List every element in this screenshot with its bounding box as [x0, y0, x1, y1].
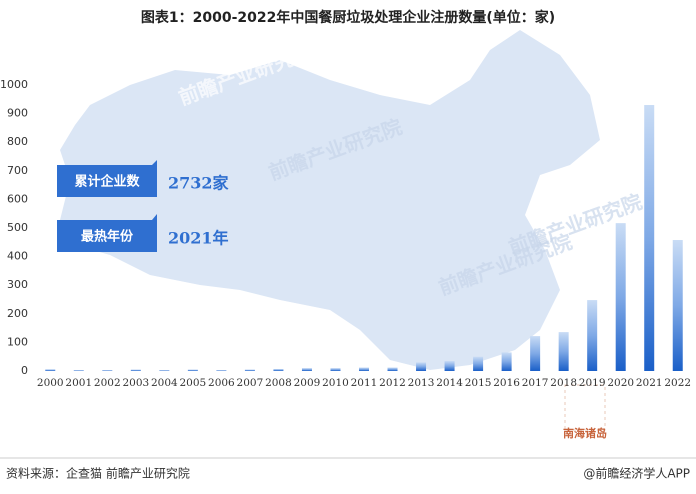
callout-value: 2732家 [168, 174, 230, 193]
callout-label: 最热年份 [81, 229, 134, 245]
bar [587, 300, 598, 371]
x-tick-label: 2021 [636, 377, 663, 389]
y-tick-label: 600 [7, 192, 28, 205]
bar [444, 360, 455, 371]
x-tick-label: 2015 [465, 377, 492, 389]
x-tick-label: 2010 [322, 377, 349, 389]
x-tick-label: 2012 [379, 377, 406, 389]
bar [159, 370, 170, 371]
y-tick-label: 0 [21, 364, 28, 377]
y-tick-label: 100 [7, 335, 28, 348]
y-tick-label: 800 [7, 135, 28, 148]
x-tick-label: 2018 [550, 377, 577, 389]
chart-title: 图表1：2000-2022年中国餐厨垃圾处理企业注册数量(单位：家) [141, 9, 555, 26]
x-tick-label: 2009 [294, 377, 321, 389]
y-tick-label: 200 [7, 307, 28, 320]
bar [387, 367, 398, 371]
x-tick-label: 2014 [436, 377, 463, 389]
bar [273, 368, 284, 371]
x-tick-label: 2002 [94, 377, 121, 389]
x-tick-label: 2007 [237, 377, 264, 389]
x-tick-label: 2004 [151, 377, 178, 389]
x-tick-label: 2013 [408, 377, 435, 389]
bar [330, 368, 341, 371]
bar [102, 370, 113, 371]
callout-ribbon [57, 160, 157, 197]
y-tick-label: 500 [7, 221, 28, 234]
x-tick-label: 2019 [579, 377, 606, 389]
x-tick-label: 2006 [208, 377, 235, 389]
bar [558, 332, 569, 371]
map-label: 南海诸岛 [563, 426, 607, 440]
bar [244, 369, 255, 371]
x-tick-label: 2003 [122, 377, 149, 389]
bar [73, 370, 84, 371]
bar [359, 367, 369, 371]
bar [672, 240, 683, 371]
brand: @前瞻经济学人APP [583, 466, 690, 481]
x-tick-label: 2008 [265, 377, 292, 389]
y-tick-label: 700 [7, 164, 28, 177]
callout-value: 2021年 [168, 229, 229, 248]
x-tick-label: 2001 [65, 377, 92, 389]
y-tick-label: 400 [7, 250, 28, 263]
bar [473, 356, 484, 371]
bar [130, 369, 141, 371]
callout-ribbon [57, 214, 157, 252]
bar [615, 223, 626, 371]
x-tick-label: 2017 [522, 377, 549, 389]
y-tick-label: 900 [7, 107, 28, 120]
y-tick-label: 1000 [0, 78, 28, 91]
map-inset [564, 384, 606, 431]
bar [416, 362, 427, 371]
bar [530, 336, 541, 371]
x-tick-label: 2011 [351, 377, 378, 389]
bar [301, 368, 312, 371]
y-tick-label: 300 [7, 278, 28, 291]
callout: 累计企业数 2732家 [57, 160, 230, 197]
bar [45, 369, 56, 371]
callout: 最热年份 2021年 [57, 214, 229, 252]
map-background [60, 30, 600, 370]
x-tick-label: 2022 [664, 377, 691, 389]
x-tick-label: 2000 [37, 377, 64, 389]
x-tick-label: 2020 [607, 377, 634, 389]
bar [187, 369, 198, 371]
bar [644, 105, 655, 372]
x-tick-label: 2005 [180, 377, 207, 389]
source: 资料来源：企查猫 前瞻产业研究院 [6, 466, 190, 481]
x-tick-label: 2016 [493, 377, 520, 389]
bar [501, 352, 512, 371]
callout-label: 累计企业数 [74, 174, 140, 190]
bar [216, 370, 227, 371]
